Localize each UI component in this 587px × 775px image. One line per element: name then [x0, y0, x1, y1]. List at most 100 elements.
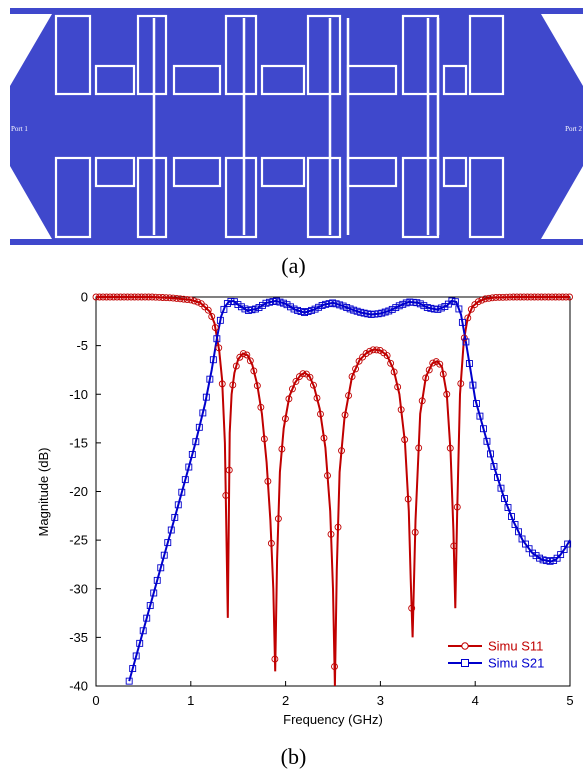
data-point-s21: [143, 614, 151, 622]
data-point-s11: [362, 350, 370, 357]
data-point-s21: [171, 513, 179, 521]
data-point-s21: [371, 310, 379, 318]
data-point-s21: [423, 304, 431, 311]
data-point-s21: [427, 304, 435, 312]
data-point-s11: [436, 360, 444, 368]
data-point-s21: [494, 473, 501, 481]
data-point-s11: [492, 293, 500, 301]
data-point-s21: [420, 302, 428, 310]
legend-label: Simu S21: [488, 656, 544, 671]
data-point-s21: [508, 513, 515, 520]
data-point-s21: [301, 309, 309, 317]
data-point-s11: [267, 539, 275, 547]
resonator-slot: [54, 156, 92, 239]
data-point-s11: [481, 295, 489, 303]
data-point-s21: [283, 301, 291, 309]
data-point-s11: [369, 346, 377, 354]
data-point-s11: [527, 293, 535, 301]
data-point-s11: [103, 293, 110, 301]
data-point-s11: [555, 293, 563, 301]
data-point-s21: [195, 423, 203, 431]
resonator-slot: [172, 64, 222, 96]
legend-marker: [461, 642, 469, 650]
data-point-s21: [311, 305, 319, 313]
data-point-s21: [227, 297, 235, 305]
data-point-s21: [325, 300, 333, 308]
data-point-s11: [359, 353, 367, 361]
data-point-s21: [511, 521, 519, 529]
data-point-s21: [529, 549, 537, 557]
data-point-s21: [546, 557, 554, 565]
data-point-s21: [174, 501, 182, 509]
corner-cutout-bottom-right: [541, 166, 583, 239]
data-point-s11: [523, 293, 531, 301]
data-point-s21: [413, 299, 421, 307]
data-point-s11: [545, 293, 552, 301]
resonator-slot: [442, 156, 468, 188]
data-point-s21: [539, 556, 547, 564]
data-point-s21: [525, 545, 533, 553]
data-point-s11: [106, 293, 114, 301]
data-point-s11: [562, 293, 570, 301]
data-point-s11: [141, 293, 149, 301]
data-point-s21: [304, 308, 312, 315]
data-point-s21: [294, 306, 301, 314]
data-point-s11: [376, 346, 384, 354]
data-point-s21: [385, 307, 393, 315]
data-point-s11: [541, 293, 549, 301]
x-tick-label: 4: [472, 693, 479, 708]
resonator-slot: [172, 156, 222, 188]
data-point-s11: [260, 435, 268, 443]
data-point-s21: [515, 528, 522, 536]
data-point-s11: [208, 313, 216, 320]
data-point-s21: [402, 299, 410, 307]
data-point-s21: [346, 305, 354, 313]
data-point-s21: [553, 554, 561, 562]
data-point-s11: [467, 305, 475, 313]
y-tick-label: -10: [69, 387, 88, 402]
legend-marker: [461, 659, 469, 667]
y-tick-label: -15: [69, 435, 88, 450]
data-point-s11: [310, 381, 317, 389]
data-point-s21: [543, 557, 551, 565]
data-point-s21: [209, 356, 217, 364]
data-point-s11: [415, 444, 423, 452]
data-point-s21: [374, 310, 382, 318]
resonator-slot: [136, 14, 168, 96]
data-point-s11: [225, 466, 233, 474]
data-point-s21: [430, 305, 438, 313]
data-point-s21: [252, 305, 259, 313]
data-point-s21: [360, 309, 368, 317]
data-point-s21: [237, 303, 245, 311]
data-point-s11: [327, 530, 335, 538]
data-point-s21: [202, 393, 210, 401]
data-point-s11: [271, 655, 279, 663]
data-point-s21: [483, 437, 491, 445]
data-point-s21: [434, 305, 442, 313]
data-point-s21: [192, 438, 200, 446]
data-point-s11: [155, 293, 163, 301]
data-point-s21: [181, 476, 189, 484]
data-point-s11: [418, 397, 426, 405]
data-point-s11: [232, 362, 240, 370]
data-point-s21: [157, 564, 165, 572]
data-point-s11: [274, 515, 282, 523]
resonator-slot: [306, 156, 342, 239]
x-tick-label: 1: [187, 693, 194, 708]
data-point-s11: [320, 434, 328, 442]
data-point-s21: [153, 576, 161, 584]
data-point-s11: [127, 293, 135, 301]
data-point-s11: [204, 306, 212, 314]
data-point-s11: [366, 347, 374, 355]
data-point-s21: [353, 307, 361, 315]
data-point-s21: [188, 450, 196, 458]
data-point-s11: [425, 366, 433, 374]
corner-cutout-top-right: [541, 14, 583, 86]
data-point-s21: [448, 297, 456, 305]
data-point-s11: [176, 295, 184, 303]
data-point-s11: [124, 293, 132, 301]
data-point-s11: [215, 344, 223, 352]
data-point-s21: [266, 298, 273, 306]
data-point-s21: [536, 554, 544, 562]
resonator-slot: [306, 14, 342, 96]
